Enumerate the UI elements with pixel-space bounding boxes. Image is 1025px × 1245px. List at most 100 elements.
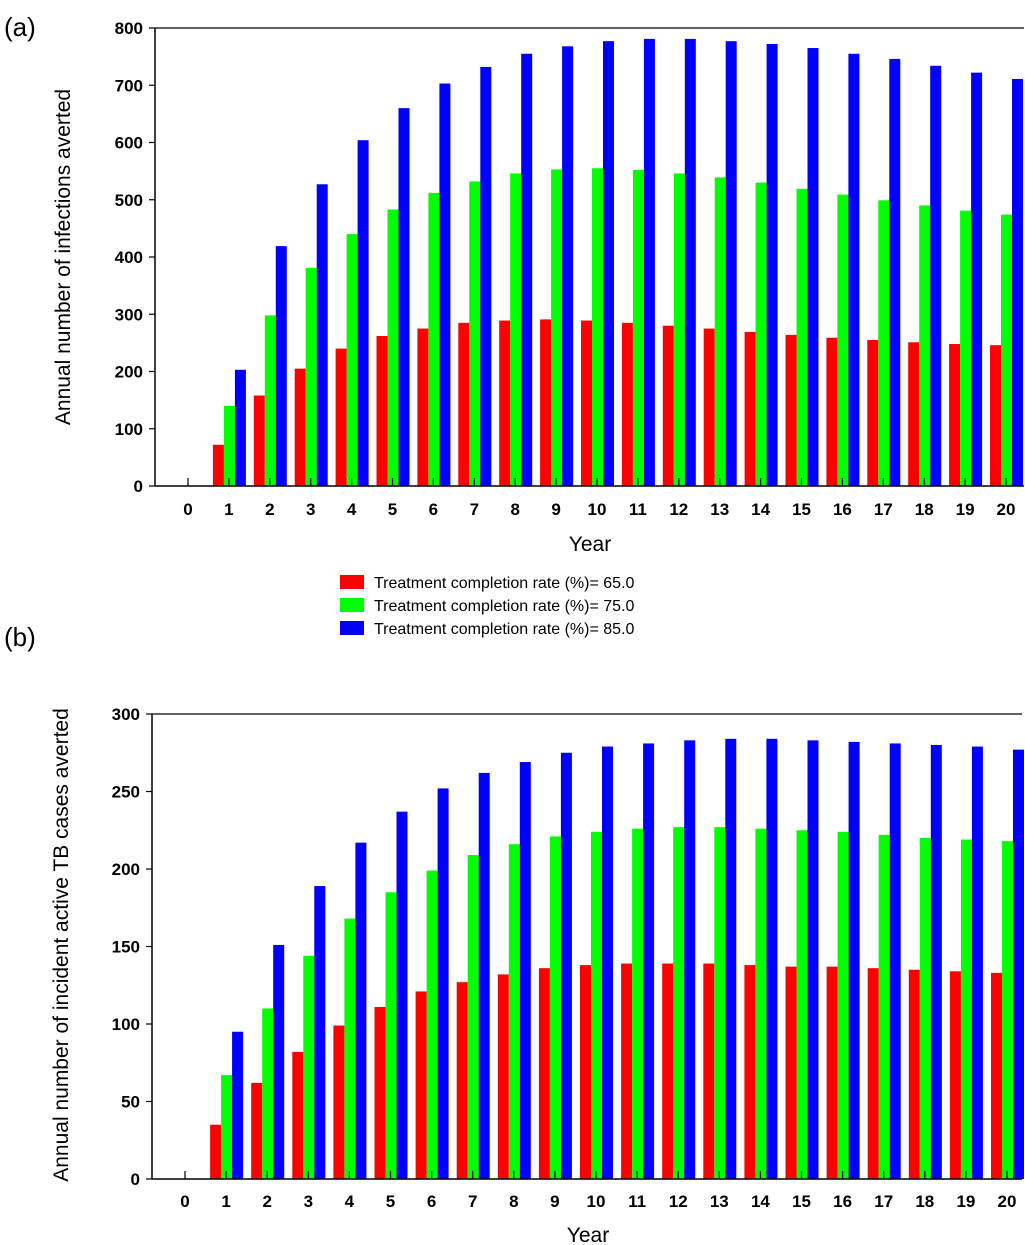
bar-65-year-12 bbox=[662, 325, 674, 486]
bar-75-year-1 bbox=[223, 405, 235, 486]
bar-65-year-15 bbox=[785, 966, 797, 1179]
x-tick-label: 3 bbox=[306, 500, 315, 519]
bar-75-year-18 bbox=[919, 205, 931, 486]
x-tick-label: 0 bbox=[180, 1192, 189, 1211]
x-tick-label: 18 bbox=[915, 500, 934, 519]
x-tick-label: 7 bbox=[470, 500, 479, 519]
bar-85-year-2 bbox=[275, 246, 287, 486]
bar-75-year-1 bbox=[221, 1075, 233, 1179]
x-tick-label: 12 bbox=[669, 1192, 688, 1211]
y-tick-label: 200 bbox=[115, 363, 143, 382]
panel-label-b: (b) bbox=[4, 622, 36, 652]
bar-85-year-1 bbox=[232, 1031, 244, 1179]
x-tick-label: 13 bbox=[710, 500, 729, 519]
x-tick-label: 4 bbox=[345, 1192, 355, 1211]
bar-65-year-10 bbox=[580, 965, 591, 1179]
bar-65-year-18 bbox=[908, 969, 920, 1179]
y-axis-title-b: Annual number of incident active TB case… bbox=[50, 708, 73, 1182]
x-axis-title-b: Year bbox=[567, 1224, 609, 1245]
y-tick-label: 0 bbox=[131, 1170, 140, 1189]
y-tick-label: 0 bbox=[134, 477, 143, 496]
bar-85-year-20 bbox=[1012, 78, 1023, 486]
bar-85-year-2 bbox=[273, 944, 285, 1179]
bar-85-year-15 bbox=[807, 48, 819, 486]
x-tick-label: 10 bbox=[588, 500, 607, 519]
bar-85-year-10 bbox=[603, 41, 614, 486]
bar-65-year-7 bbox=[456, 982, 468, 1179]
legend-swatch-red bbox=[340, 575, 364, 589]
bar-75-year-5 bbox=[387, 209, 399, 487]
bar-85-year-6 bbox=[437, 788, 449, 1179]
bar-65-year-8 bbox=[497, 974, 509, 1179]
bar-65-year-18 bbox=[908, 342, 920, 486]
legend-label-85: Treatment completion rate (%)= 85.0 bbox=[374, 621, 635, 638]
bar-85-year-16 bbox=[848, 741, 860, 1179]
bar-75-year-12 bbox=[673, 173, 685, 487]
bar-75-year-4 bbox=[344, 918, 356, 1179]
bar-65-year-3 bbox=[294, 368, 306, 486]
bar-75-year-5 bbox=[385, 892, 397, 1179]
bar-85-year-7 bbox=[478, 772, 490, 1179]
bar-65-year-13 bbox=[703, 328, 715, 486]
bar-85-year-9 bbox=[560, 752, 572, 1179]
bar-65-year-15 bbox=[785, 334, 797, 486]
bar-65-year-4 bbox=[335, 348, 347, 486]
bar-65-year-16 bbox=[826, 337, 838, 486]
x-tick-label: 10 bbox=[587, 1192, 606, 1211]
x-tick-label: 2 bbox=[265, 500, 274, 519]
y-tick-label: 150 bbox=[112, 938, 140, 957]
x-tick-label: 14 bbox=[751, 1192, 770, 1211]
bar-75-year-2 bbox=[262, 1008, 274, 1179]
bar-65-year-14 bbox=[744, 965, 756, 1179]
bar-75-year-16 bbox=[837, 831, 849, 1179]
y-tick-label: 400 bbox=[115, 248, 143, 267]
x-tick-label: 6 bbox=[427, 1192, 436, 1211]
bar-65-year-9 bbox=[538, 968, 550, 1179]
bar-85-year-5 bbox=[396, 811, 408, 1179]
bar-85-year-9 bbox=[562, 46, 574, 486]
y-tick-label: 250 bbox=[112, 783, 140, 802]
bar-85-year-15 bbox=[807, 740, 819, 1179]
bar-75-year-6 bbox=[426, 870, 438, 1179]
bar-65-year-12 bbox=[662, 963, 674, 1179]
x-tick-label: 16 bbox=[833, 1192, 852, 1211]
bar-85-year-12 bbox=[684, 740, 696, 1179]
bar-65-year-19 bbox=[949, 344, 961, 486]
bar-85-year-18 bbox=[930, 65, 942, 486]
bar-85-year-8 bbox=[521, 53, 533, 486]
bar-65-year-20 bbox=[990, 345, 1001, 486]
bar-75-year-10 bbox=[591, 831, 602, 1179]
bar-75-year-6 bbox=[428, 192, 440, 486]
bar-75-year-20 bbox=[1002, 841, 1013, 1179]
x-axis-title-a: Year bbox=[569, 533, 611, 556]
x-tick-label: 11 bbox=[628, 1192, 646, 1211]
bar-75-year-12 bbox=[673, 827, 685, 1179]
bar-75-year-19 bbox=[960, 839, 972, 1179]
legend-swatch-green bbox=[340, 598, 364, 612]
bar-75-year-18 bbox=[919, 838, 931, 1179]
bar-75-year-9 bbox=[551, 169, 563, 486]
bar-85-year-14 bbox=[766, 44, 778, 486]
x-ticks-b: 0 1 2 3 4 5 6 7 8 9 10 11 12 13 14 15 16 17 18 19 20 bbox=[180, 1171, 1016, 1211]
x-tick-label: 9 bbox=[550, 1192, 559, 1211]
x-tick-label: 3 bbox=[304, 1192, 313, 1211]
x-tick-label: 8 bbox=[509, 1192, 518, 1211]
x-tick-label: 9 bbox=[551, 500, 560, 519]
bar-75-year-7 bbox=[469, 181, 481, 486]
bar-65-year-9 bbox=[540, 319, 552, 486]
x-tick-label: 8 bbox=[510, 500, 519, 519]
panel-label-a: (a) bbox=[4, 12, 36, 42]
bar-85-year-12 bbox=[684, 38, 696, 486]
bar-85-year-11 bbox=[643, 38, 655, 486]
x-tick-label: 1 bbox=[224, 500, 233, 519]
x-tick-label: 15 bbox=[792, 500, 811, 519]
bar-75-year-11 bbox=[632, 169, 644, 487]
bar-85-year-19 bbox=[971, 746, 983, 1179]
bar-75-year-14 bbox=[755, 182, 767, 486]
legend-label-75: Treatment completion rate (%)= 75.0 bbox=[374, 598, 635, 615]
bar-65-year-19 bbox=[949, 971, 961, 1179]
bar-65-year-17 bbox=[867, 968, 879, 1179]
x-tick-label: 17 bbox=[874, 1192, 893, 1211]
bar-65-year-11 bbox=[621, 963, 633, 1179]
x-tick-label: 20 bbox=[997, 500, 1016, 519]
